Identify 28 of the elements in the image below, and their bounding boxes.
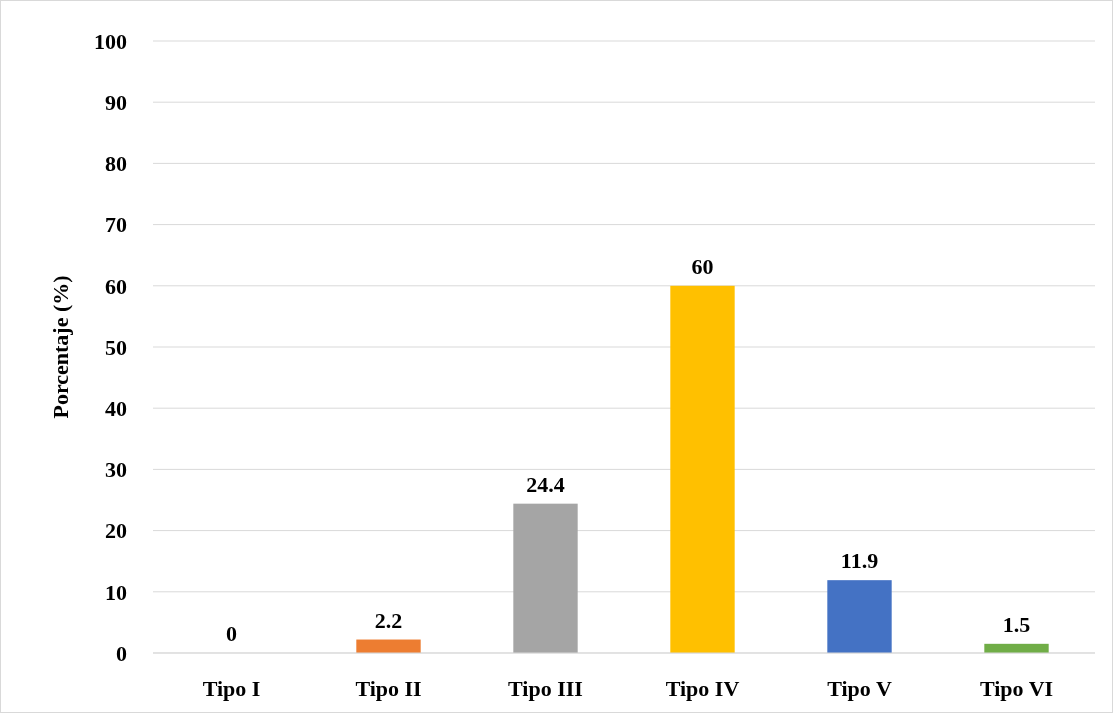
bar [356, 639, 421, 653]
x-tick-label: Tipo II [355, 676, 422, 701]
y-tick-label: 70 [105, 212, 127, 238]
y-tick-label: 0 [116, 640, 127, 666]
y-tick-label: 60 [105, 273, 127, 299]
y-tick-label: 90 [105, 89, 127, 115]
data-label: 1.5 [1002, 611, 1031, 637]
y-tick-label: 10 [105, 579, 127, 605]
data-label: 0 [226, 621, 237, 646]
data-label: 60 [691, 253, 714, 279]
data-label: 24.4 [526, 471, 565, 497]
x-tick-label: Tipo I [202, 676, 261, 701]
y-tick-label: 40 [105, 395, 127, 421]
x-tick-label: Tipo VI [979, 676, 1054, 701]
bar [670, 285, 735, 653]
bar [827, 580, 892, 653]
y-tick-label: 50 [105, 334, 127, 360]
bar [513, 503, 578, 653]
x-tick-label: Tipo V [827, 676, 892, 701]
y-axis-title: Porcentaje (%) [48, 275, 73, 419]
y-tick-label: 80 [105, 151, 127, 177]
data-label: 2.2 [374, 607, 403, 633]
y-tick-label: 30 [105, 457, 127, 483]
x-tick-label: Tipo III [508, 676, 583, 701]
x-tick-label: Tipo IV [665, 676, 740, 701]
data-label: 11.9 [840, 548, 879, 574]
y-tick-label: 100 [94, 28, 127, 54]
y-tick-label: 20 [105, 518, 127, 544]
